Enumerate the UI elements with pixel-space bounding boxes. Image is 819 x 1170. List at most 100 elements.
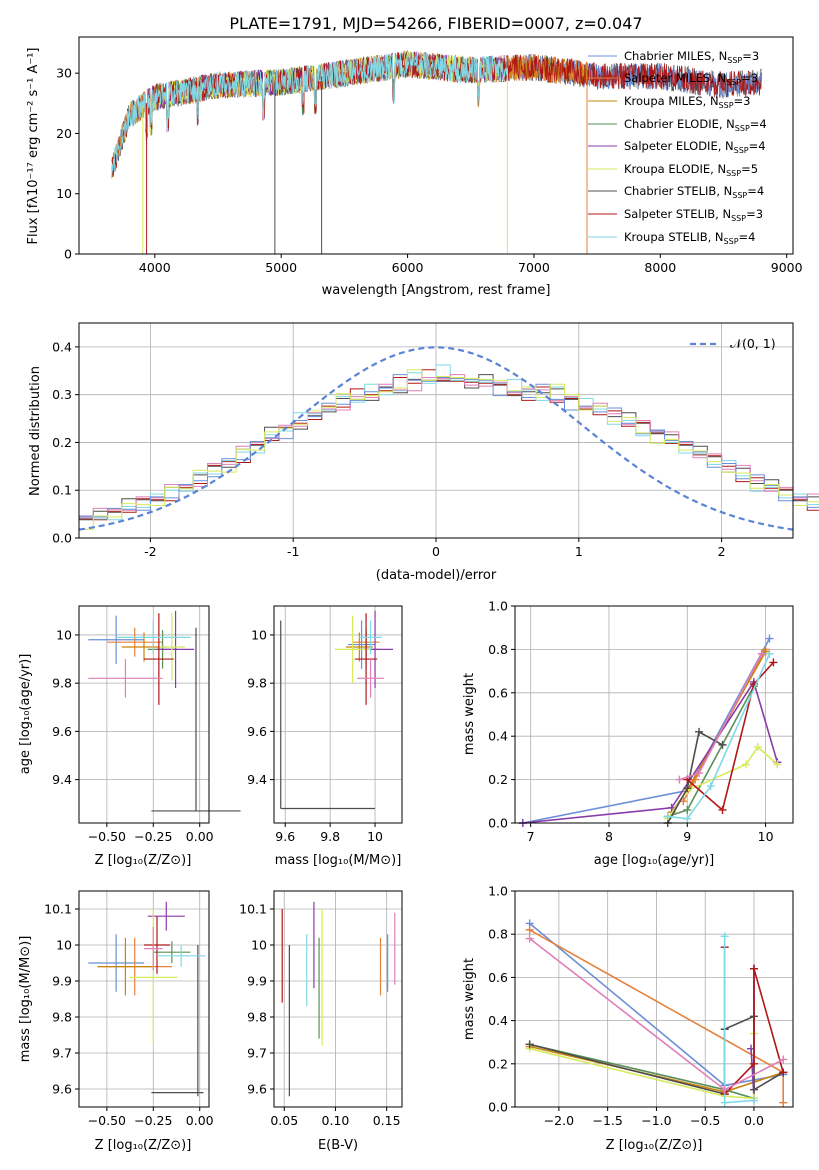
- x-tick-label: −0.50: [88, 829, 126, 844]
- legend-entry-chabrier-stelib: Chabrier STELIB, NSSP=4: [588, 184, 764, 200]
- spectrum-legend: Chabrier MILES, NSSP=3 Salpeter MILES, N…: [588, 49, 767, 246]
- weight-vs-age-ylabel: mass weight: [462, 673, 477, 755]
- weight-marker: [779, 1098, 788, 1107]
- histogram-ticks: -2 -1 0 1 2 0.0 0.1 0.2 0.3 0.4: [52, 339, 725, 559]
- x-tick-label: −0.25: [134, 829, 172, 844]
- spectrum-plot-area: [111, 50, 762, 254]
- y-tick-label: 0.3: [52, 387, 72, 402]
- panel-mass-weight-vs-age: 7 8 9 10 0.0 0.2 0.4 0.6 0.8 1.0 age [log₁₀(age/y…: [462, 599, 794, 868]
- y-tick-label: 10.1: [239, 902, 267, 917]
- weight-marker: [675, 775, 684, 784]
- panel-age-vs-z: −0.50 −0.25 0.00 9.4 9.6 9.8 10 Z [log₁₀(Z/Z⊙)…: [18, 605, 241, 868]
- y-tick-label: 1.0: [488, 599, 508, 614]
- y-tick-label: 9.8: [247, 676, 267, 691]
- legend-entry-chabrier-elodie: Chabrier ELODIE, NSSP=4: [588, 117, 767, 133]
- x-tick-label: 8: [605, 829, 613, 844]
- x-tick-label: −1.0: [641, 1113, 671, 1128]
- legend-entry-kroupa-elodie: Kroupa ELODIE, NSSP=5: [588, 162, 758, 178]
- y-tick-label: 9.4: [52, 772, 72, 787]
- weight-marker: [765, 634, 774, 643]
- figure-title: PLATE=1791, MJD=54266, FIBERID=0007, z=0…: [229, 14, 642, 33]
- y-tick-label: 10: [56, 938, 72, 953]
- weight-marker: [683, 805, 692, 814]
- weight-marker: [683, 814, 692, 823]
- weight-line: [522, 680, 779, 824]
- weight-marker: [765, 649, 774, 658]
- x-tick-label: 0.15: [373, 1113, 401, 1128]
- mass-vs-z-xlabel: Z [log₁₀(Z/Z⊙)]: [95, 1138, 192, 1153]
- x-tick-label: 4000: [139, 260, 171, 275]
- spectrum-ylabel: Flux [fλ10⁻¹⁷ erg cm⁻² s⁻¹ A⁻¹]: [26, 48, 41, 245]
- x-tick-label: 10: [367, 829, 383, 844]
- weight-marker: [525, 1040, 534, 1049]
- weight-marker: [720, 932, 729, 941]
- y-tick-label: 9.7: [52, 1046, 72, 1061]
- panel-mass-vs-ebv: 0.05 0.10 0.15 9.6 9.7 9.8 9.9 10 10.1 E(B-V): [239, 890, 403, 1153]
- weight-marker: [749, 1059, 758, 1068]
- histogram-ylabel: Normed distribution: [28, 366, 43, 496]
- y-tick-label: 0.4: [488, 729, 508, 744]
- age-vs-z-xlabel: Z [log₁₀(Z/Z⊙)]: [95, 853, 192, 868]
- y-tick-label: 1.0: [488, 884, 508, 899]
- y-tick-label: 9.8: [52, 676, 72, 691]
- x-tick-label: 0.0: [744, 1113, 764, 1128]
- weight-line: [529, 1015, 784, 1096]
- svg-text:Salpeter STELIB, NSSP=3: Salpeter STELIB, NSSP=3: [624, 207, 763, 223]
- x-tick-label: −0.50: [88, 1113, 126, 1128]
- x-tick-label: 9.6: [275, 829, 295, 844]
- panel-age-vs-mass: 9.6 9.8 10 9.4 9.6 9.8 10 mass [log₁₀(M/M⊙)]: [247, 605, 403, 868]
- weight-marker: [706, 782, 715, 791]
- x-tick-label: 7000: [518, 260, 550, 275]
- y-tick-label: 0.4: [52, 339, 72, 354]
- svg-text:Salpeter MILES, NSSP=3: Salpeter MILES, NSSP=3: [624, 71, 758, 87]
- x-tick-label: 9000: [771, 260, 803, 275]
- weight-marker: [749, 1085, 758, 1094]
- x-tick-label: 6000: [392, 260, 424, 275]
- weight-marker: [720, 1085, 729, 1094]
- y-tick-label: 0: [64, 247, 72, 262]
- spectrum-xlabel: wavelength [Angstrom, rest frame]: [322, 283, 551, 298]
- svg-text:Kroupa MILES, NSSP=3: Kroupa MILES, NSSP=3: [624, 94, 750, 110]
- y-tick-label: 0.2: [488, 772, 508, 787]
- histogram-xlabel: (data-model)/error: [376, 568, 497, 583]
- weight-marker: [695, 769, 704, 778]
- y-tick-label: 9.6: [52, 724, 72, 739]
- x-tick-label: -1: [287, 544, 299, 559]
- y-tick-label: 9.7: [247, 1046, 267, 1061]
- x-tick-label: 0.10: [322, 1113, 350, 1128]
- weight-marker: [525, 934, 534, 943]
- histogram-legend: 𝒩(0, 1): [690, 336, 776, 351]
- weight-marker: [695, 727, 704, 736]
- x-tick-label: 9: [683, 829, 691, 844]
- mass-vs-ebv-xlabel: E(B-V): [318, 1138, 358, 1153]
- age-vs-z-ylabel: age [log₁₀(age/yr)]: [18, 654, 33, 775]
- weight-vs-age-xlabel: age [log₁₀(age/yr)]: [594, 853, 715, 868]
- weight-marker: [773, 760, 782, 769]
- x-tick-label: 9.8: [320, 829, 340, 844]
- y-tick-label: 0.2: [52, 435, 72, 450]
- weight-marker: [749, 1096, 758, 1105]
- x-tick-label: 0.00: [186, 1113, 214, 1128]
- legend-entry-kroupa-miles: Kroupa MILES, NSSP=3: [588, 94, 750, 110]
- mass-vs-z-ylabel: mass [log₁₀(M/M⊙)]: [18, 936, 33, 1063]
- spectrum-ticks: 4000 5000 6000 7000 8000 9000 0 10 20 30: [56, 66, 803, 275]
- y-tick-label: 9.8: [52, 1010, 72, 1025]
- panel-mass-weight-vs-z: −2.0 −1.5 −1.0 −0.5 0.0 0.0 0.2 0.4 0.6 0.8 1.0 Z …: [462, 884, 794, 1153]
- x-tick-label: 2: [718, 544, 726, 559]
- legend-entry-salpeter-elodie: Salpeter ELODIE, NSSP=4: [588, 139, 766, 155]
- y-tick-label: 0.0: [488, 816, 508, 831]
- y-tick-label: 0.1: [52, 483, 72, 498]
- x-tick-label: −0.5: [690, 1113, 720, 1128]
- x-tick-label: 0.00: [186, 829, 214, 844]
- legend-entry-chabrier-miles: Chabrier MILES, NSSP=3: [588, 49, 759, 65]
- svg-text:Kroupa ELODIE, NSSP=5: Kroupa ELODIE, NSSP=5: [624, 162, 758, 178]
- y-tick-label: 9.9: [52, 974, 72, 989]
- weight-marker: [718, 805, 727, 814]
- spectrum-panel: 4000 5000 6000 7000 8000 9000 0 10 20 30 waveleng…: [26, 36, 803, 298]
- spectrum-line: [111, 50, 508, 175]
- x-tick-label: 0.05: [270, 1113, 298, 1128]
- weight-marker: [663, 812, 672, 821]
- y-tick-label: 10: [251, 938, 267, 953]
- residual-histogram-panel: -2 -1 0 1 2 0.0 0.1 0.2 0.3 0.4 (data-model)/erro…: [28, 322, 819, 583]
